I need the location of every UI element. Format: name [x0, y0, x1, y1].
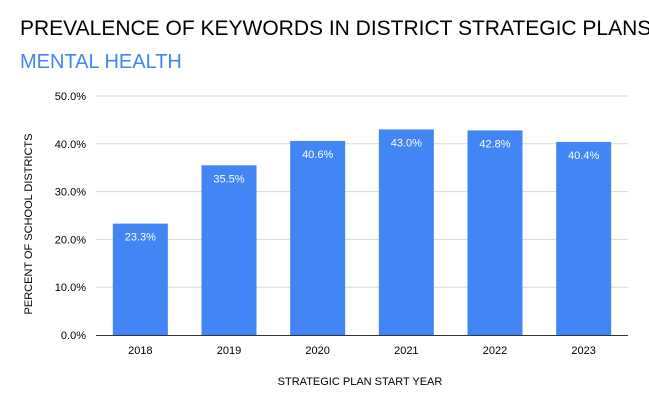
gridlines — [96, 95, 628, 288]
chart-subtitle: MENTAL HEALTH — [20, 51, 182, 73]
data-labels: 23.3% 35.5% 40.6% 43.0% 42.8% 40.4% — [125, 137, 600, 243]
y-tick-label: 40.0% — [55, 139, 86, 151]
data-label-2022: 42.8% — [479, 138, 510, 150]
x-axis-title: STRATEGIC PLAN START YEAR — [278, 376, 443, 388]
y-tick-label: 30.0% — [55, 187, 86, 199]
bar-2023 — [556, 141, 612, 335]
x-tick-label-2020: 2020 — [305, 345, 329, 357]
data-label-2021: 43.0% — [391, 137, 422, 149]
x-tick-label-2018: 2018 — [128, 345, 152, 357]
y-tick-label: 0.0% — [61, 330, 86, 342]
x-tick-label-2022: 2022 — [483, 345, 507, 357]
y-tick-label: 50.0% — [55, 91, 86, 103]
x-tick-label-2023: 2023 — [571, 345, 595, 357]
chart-title: PREVALENCE OF KEYWORDS IN DISTRICT STRAT… — [20, 17, 649, 40]
data-label-2020: 40.6% — [302, 149, 333, 161]
y-tick-label: 20.0% — [55, 234, 86, 246]
data-label-2019: 35.5% — [213, 173, 244, 185]
bar-2020 — [290, 140, 346, 335]
x-tick-labels: 2018 2019 2020 2021 2022 2023 — [128, 345, 596, 357]
data-label-2023: 40.4% — [568, 150, 599, 162]
bar-2018 — [112, 223, 168, 335]
x-tick-label-2021: 2021 — [394, 345, 418, 357]
x-tick-label-2019: 2019 — [217, 345, 241, 357]
bars — [112, 129, 612, 335]
data-label-2018: 23.3% — [125, 232, 156, 244]
y-axis-title: PERCENT OF SCHOOL DISTRICTS — [23, 134, 35, 315]
bar-2021 — [378, 129, 434, 335]
y-tick-label: 10.0% — [55, 282, 86, 294]
y-tick-labels: 0.0% 10.0% 20.0% 30.0% 40.0% 50.0% — [55, 91, 86, 342]
bar-2022 — [467, 130, 523, 335]
bar-2019 — [201, 165, 257, 335]
